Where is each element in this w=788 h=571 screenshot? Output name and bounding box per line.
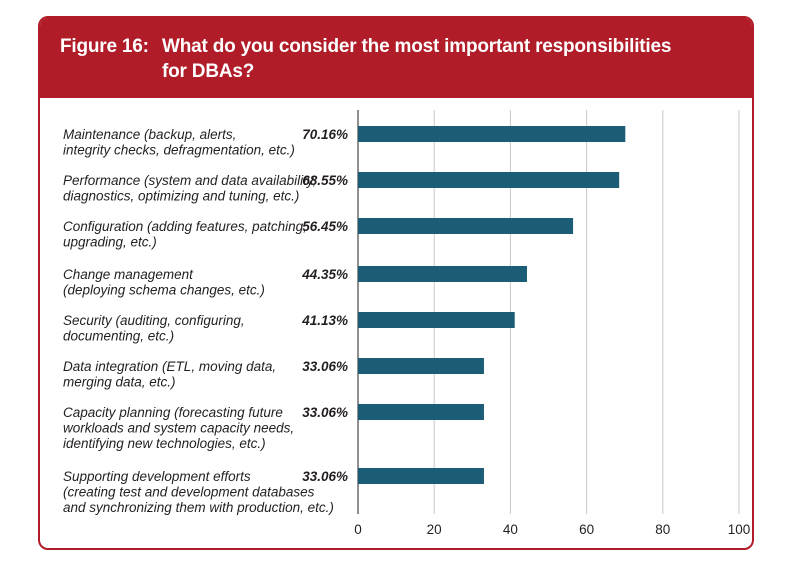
category-label-line: Supporting development efforts: [63, 469, 251, 484]
category-label-2: Performance (system and data availabilit…: [63, 173, 316, 204]
bar-7: [358, 404, 484, 420]
category-label-line: Performance (system and data availabilit…: [63, 173, 316, 188]
figure-title-line1: What do you consider the most important …: [162, 36, 672, 57]
value-label-2: 68.55%: [302, 173, 348, 188]
category-label-5: Security (auditing, configuring, document…: [63, 313, 245, 344]
x-tick-label-0: 0: [354, 522, 362, 537]
value-label-6: 33.06%: [302, 359, 348, 374]
bar-1: [358, 126, 626, 142]
value-label-8: 33.06%: [302, 469, 348, 484]
category-label-7: Capacity planning (forecasting future wor…: [63, 405, 294, 451]
category-label-line: diagnostics, optimizing and tuning, etc.…: [63, 189, 299, 204]
value-label-3: 56.45%: [302, 219, 348, 234]
figure-number: Figure 16:: [60, 36, 149, 57]
category-label-line: Change management: [63, 267, 194, 282]
category-label-8: Supporting development efforts (creating …: [63, 469, 334, 515]
bar-5: [358, 312, 515, 328]
category-label-line: Configuration (adding features, patching…: [63, 219, 307, 234]
category-label-3: Configuration (adding features, patching…: [63, 219, 307, 250]
x-tick-label-80: 80: [655, 522, 670, 537]
figure-header: Figure 16: What do you consider the most …: [40, 18, 752, 98]
x-tick-label-100: 100: [728, 522, 751, 537]
value-label-1: 70.16%: [302, 127, 348, 142]
category-label-line: workloads and system capacity needs,: [63, 421, 294, 436]
figure-frame: Figure 16: What do you consider the most …: [38, 16, 754, 550]
category-label-line: Data integration (ETL, moving data,: [63, 359, 276, 374]
bar-4: [358, 266, 527, 282]
bar-3: [358, 218, 574, 234]
category-label-line: merging data, etc.): [63, 375, 176, 390]
category-label-line: and synchronizing them with production, …: [63, 500, 334, 515]
value-label-7: 33.06%: [302, 405, 348, 420]
x-tick-label-40: 40: [503, 522, 518, 537]
category-label-line: (deploying schema changes, etc.): [63, 283, 265, 298]
figure-title: Figure 16: What do you consider the most …: [60, 34, 671, 84]
category-label-line: Capacity planning (forecasting future: [63, 405, 283, 420]
category-label-4: Change management (deploying schema chang…: [63, 267, 265, 298]
x-tick-label-20: 20: [427, 522, 442, 537]
value-label-4: 44.35%: [301, 267, 348, 282]
category-label-6: Data integration (ETL, moving data, mergi…: [63, 359, 276, 390]
bar-2: [358, 172, 620, 188]
category-label-line: (creating test and development databases: [63, 485, 315, 500]
category-label-line: integrity checks, defragmentation, etc.): [63, 143, 295, 158]
x-tick-label-60: 60: [579, 522, 594, 537]
category-label-line: Maintenance (backup, alerts,: [63, 127, 236, 142]
figure-title-line2: for DBAs?: [162, 61, 255, 82]
bar-6: [358, 358, 484, 374]
bar-8: [358, 468, 484, 484]
value-label-5: 41.13%: [301, 313, 348, 328]
category-label-line: identifying new technologies, etc.): [63, 436, 266, 451]
category-label-line: documenting, etc.): [63, 329, 174, 344]
category-label-line: Security (auditing, configuring,: [63, 313, 245, 328]
category-label-line: upgrading, etc.): [63, 235, 157, 250]
bar-chart: 0 20 40 60 80 100 70.16% Maintenance (backup, a…: [63, 110, 751, 537]
category-label-1: Maintenance (backup, alerts, integrity ch…: [63, 127, 295, 158]
